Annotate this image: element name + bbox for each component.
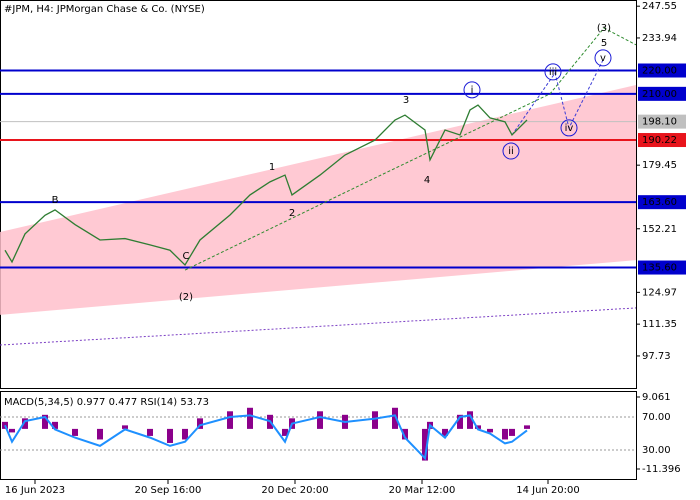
y-tick-label: -11.396 (642, 464, 681, 475)
macd-bar (167, 428, 173, 443)
macd-bar (487, 428, 493, 433)
macd-bar (502, 428, 508, 440)
macd-bar (509, 428, 515, 436)
y-tick-label: 247.55 (642, 1, 677, 12)
macd-bar (402, 428, 408, 440)
y-tick-label: 124.97 (642, 287, 677, 298)
level-label-box (638, 260, 686, 275)
x-tick-label: 14 Jun 20:00 (516, 485, 580, 496)
level-label: 190.22 (642, 135, 677, 146)
macd-bar (227, 411, 233, 429)
x-tick-label: 16 Jun 2023 (5, 485, 65, 496)
rsi-level-label: 70.00 (642, 412, 671, 423)
wave-circle (594, 49, 612, 67)
wave-label: i (471, 85, 474, 96)
macd-bar (9, 428, 15, 433)
level-label-box (638, 86, 686, 101)
level-label: 220.00 (642, 66, 677, 77)
current-price-box (638, 114, 686, 129)
wave-line (511, 59, 604, 136)
macd-bar (42, 414, 48, 429)
x-tick-label: 20 Mar 12:00 (389, 485, 456, 496)
wave-label: iv (565, 123, 574, 134)
wave-label: 2 (289, 208, 295, 219)
macd-bar (72, 428, 78, 436)
wave-label: v (600, 53, 606, 64)
y-tick-label: 111.35 (642, 319, 677, 330)
indicator-panel-frame (0, 391, 637, 480)
macd-bar (147, 428, 153, 436)
level-label-box (638, 63, 686, 78)
x-tick-label: 20 Sep 16:00 (135, 485, 202, 496)
wave-label: 4 (424, 175, 430, 186)
channel (0, 84, 636, 315)
level-label-box (638, 133, 686, 148)
wave-label: (2) (179, 292, 193, 303)
macd-bar (122, 425, 128, 429)
indicator-title: MACD(5,34,5) 0.977 0.477 RSI(14) 53.73 (4, 397, 209, 408)
wave-label: ii (508, 146, 514, 157)
wave-label: 1 (269, 162, 275, 173)
y-tick-label: 9.061 (642, 392, 671, 403)
chart-title: #JPM, H4: JPMorgan Chase & Co. (NYSE) (4, 4, 205, 15)
level-label-box (638, 195, 686, 210)
wave-circle (463, 81, 481, 99)
macd-bar (457, 414, 463, 429)
wave-circle (544, 63, 562, 81)
macd-bar (392, 407, 398, 429)
wave-line (184, 27, 637, 271)
macd-bar (182, 428, 188, 440)
macd-bar (475, 425, 481, 429)
y-tick-label: 152.21 (642, 224, 677, 235)
macd-bar (524, 425, 530, 429)
wave-label: C (183, 251, 190, 262)
macd-bar (422, 428, 428, 461)
macd-bar (197, 418, 203, 429)
macd-bar (442, 428, 448, 436)
macd-bar (372, 411, 378, 429)
wave-label: (3) (597, 23, 611, 34)
y-tick-label: 97.73 (642, 351, 671, 362)
macd-bar (467, 411, 473, 429)
wave-label: B (52, 195, 59, 206)
wave-circle (560, 119, 578, 137)
x-tick-label: 20 Dec 20:00 (261, 485, 328, 496)
level-label: 210.00 (642, 89, 677, 100)
wave-circle (502, 142, 520, 160)
macd-bar (247, 407, 253, 429)
price-panel-frame (0, 0, 637, 389)
level-label: 135.60 (642, 263, 677, 274)
current-price-label: 198.10 (642, 117, 677, 128)
wave-label: 3 (403, 95, 409, 106)
macd-bar (52, 421, 58, 429)
rsi-level-label: 30.00 (642, 445, 671, 456)
macd-bar (97, 428, 103, 440)
wave-label: 5 (601, 38, 607, 49)
level-label: 163.60 (642, 197, 677, 208)
wave-label: iii (549, 67, 557, 78)
macd-bar (22, 418, 28, 429)
macd-bar (317, 411, 323, 429)
price-line (4, 104, 528, 267)
macd-bar (282, 428, 288, 436)
y-tick-label: 233.94 (642, 33, 677, 44)
y-tick-label: 179.45 (642, 160, 677, 171)
rsi-line (4, 414, 528, 461)
